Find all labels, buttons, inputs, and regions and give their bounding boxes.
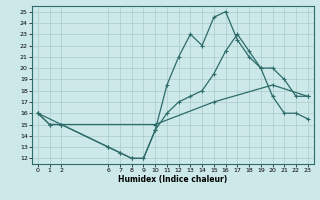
X-axis label: Humidex (Indice chaleur): Humidex (Indice chaleur) <box>118 175 228 184</box>
